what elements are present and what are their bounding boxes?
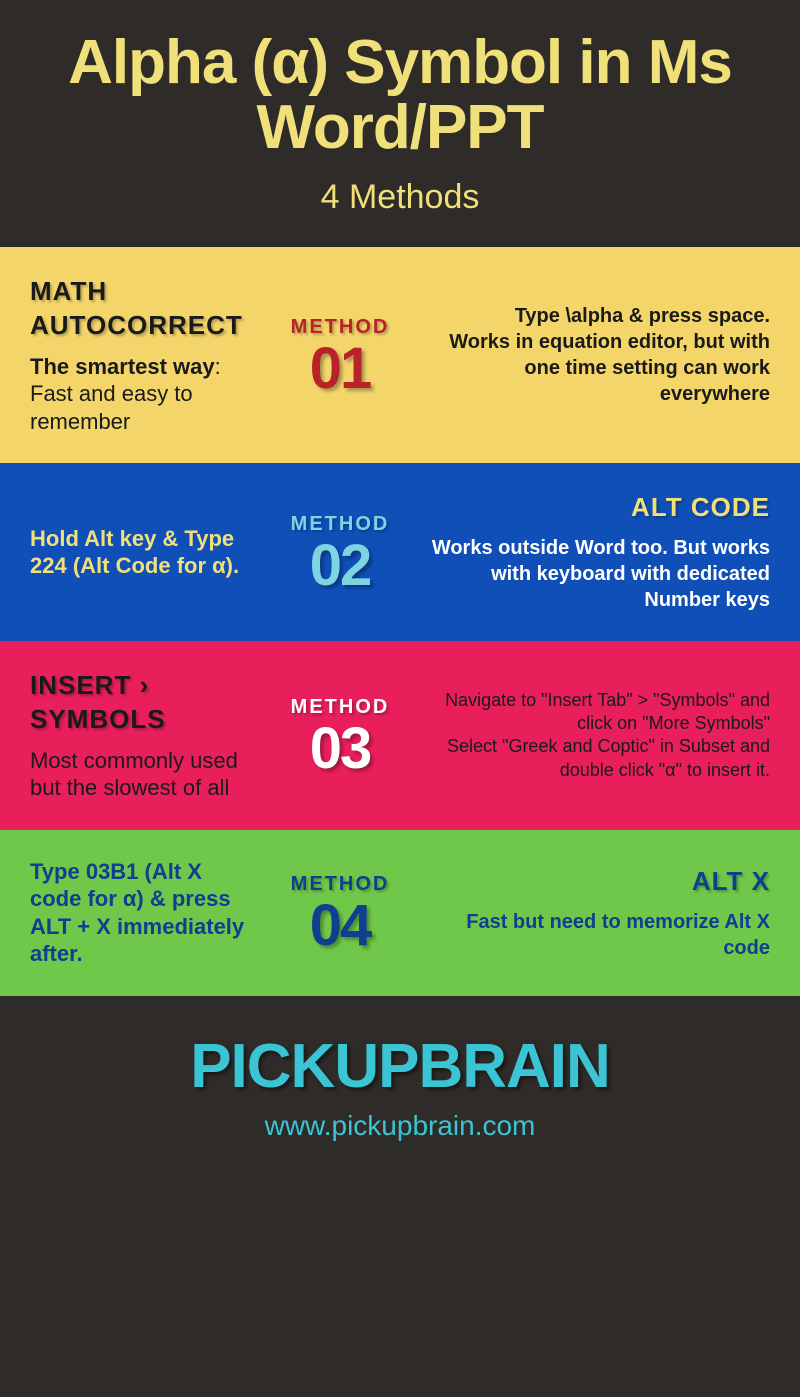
method-4-center: METHOD 04 (260, 873, 420, 952)
method-1-right-l1: Type \alpha & press space. (515, 305, 770, 327)
method-3-left: INSERT › SYMBOLS Most commonly used but … (30, 669, 260, 802)
method-3-number: 03 (260, 723, 420, 775)
method-3-right-text: Navigate to "Insert Tab" > "Symbols" and… (430, 689, 770, 783)
method-2-right-text: Works outside Word too. But works with k… (430, 535, 770, 613)
method-1-desc-bold: The smartest way (30, 354, 215, 379)
method-1-right-text: Type \alpha & press space. Works in equa… (430, 303, 770, 407)
method-1-right: Type \alpha & press space. Works in equa… (420, 303, 770, 407)
method-4-right-text: Fast but need to memorize Alt X code (430, 909, 770, 961)
method-2-row: Hold Alt key & Type 224 (Alt Code for α)… (0, 463, 800, 641)
method-1-left: MATH AUTOCORRECT The smartest way: Fast … (30, 275, 260, 435)
method-3-row: INSERT › SYMBOLS Most commonly used but … (0, 641, 800, 830)
method-2-right: ALT CODE Works outside Word too. But wor… (420, 491, 770, 613)
page-subtitle: 4 Methods (30, 178, 770, 217)
method-2-title: ALT CODE (430, 491, 770, 525)
method-2-number: 02 (260, 540, 420, 592)
method-4-right: ALT X Fast but need to memorize Alt X co… (420, 865, 770, 961)
m3-ra4: Symbols (660, 690, 729, 710)
footer-block: PICKUPBRAIN www.pickupbrain.com (0, 996, 800, 1397)
m3-rb4: double click (560, 760, 654, 780)
method-4-title: ALT X (430, 865, 770, 899)
method-1-right-l2: Works in equation editor, but with one t… (449, 331, 770, 405)
header-block: Alpha (α) Symbol in Ms Word/PPT 4 Method… (0, 0, 800, 247)
method-1-number: 01 (260, 343, 420, 395)
m3-rb3: and (735, 736, 770, 756)
infographic-page: Alpha (α) Symbol in Ms Word/PPT 4 Method… (0, 0, 800, 1397)
m3-ra2: Insert Tab (548, 690, 627, 710)
brand-name: PICKUPBRAIN (20, 1031, 780, 1102)
method-1-row: MATH AUTOCORRECT The smartest way: Fast … (0, 247, 800, 463)
method-4-number: 04 (260, 900, 420, 952)
m3-ra1: Navigate to " (445, 690, 547, 710)
brand-url: www.pickupbrain.com (20, 1110, 780, 1142)
method-4-left-text: Type 03B1 (Alt X code for α) & press ALT… (30, 858, 250, 968)
m3-rb2: Greek and Coptic" in Subset (508, 736, 735, 756)
method-2-left-span: Hold Alt key & Type 224 (Alt Code for α)… (30, 526, 239, 579)
m3-ra3: " > " (626, 690, 659, 710)
m3-ra5: " and (729, 690, 770, 710)
method-1-title: MATH AUTOCORRECT (30, 275, 250, 343)
method-4-left-span: Type 03B1 (Alt X code for α) & press ALT… (30, 859, 244, 967)
method-3-center: METHOD 03 (260, 696, 420, 775)
page-title: Alpha (α) Symbol in Ms Word/PPT (30, 30, 770, 160)
m3-rb5: "α" to insert it. (654, 760, 770, 780)
m3-ra6: click on "More Symbols" (577, 713, 770, 733)
method-2-left-text: Hold Alt key & Type 224 (Alt Code for α)… (30, 525, 250, 580)
method-3-right: Navigate to "Insert Tab" > "Symbols" and… (420, 689, 770, 783)
m3-rb1: Select " (447, 736, 508, 756)
method-2-left: Hold Alt key & Type 224 (Alt Code for α)… (30, 525, 260, 580)
method-1-center: METHOD 01 (260, 316, 420, 395)
method-1-desc: The smartest way: Fast and easy to remem… (30, 353, 250, 436)
method-3-desc: Most commonly used but the slowest of al… (30, 747, 250, 802)
method-4-row: Type 03B1 (Alt X code for α) & press ALT… (0, 830, 800, 996)
method-3-title: INSERT › SYMBOLS (30, 669, 250, 737)
method-4-left: Type 03B1 (Alt X code for α) & press ALT… (30, 858, 260, 968)
method-2-center: METHOD 02 (260, 513, 420, 592)
